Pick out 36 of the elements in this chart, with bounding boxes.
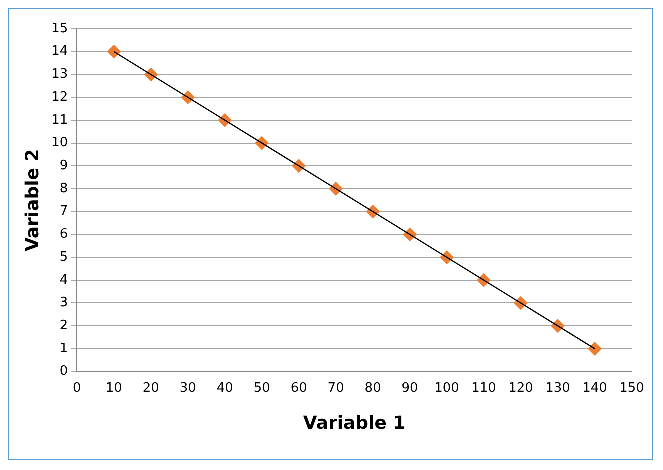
y-tick-label: 12: [52, 90, 68, 105]
y-tick-label: 5: [60, 250, 68, 265]
x-tick-label: 120: [508, 380, 534, 396]
x-tick-label: 0: [73, 380, 82, 396]
x-tick-label: 90: [402, 380, 418, 396]
x-axis-title: Variable 1: [303, 412, 406, 434]
point: [107, 44, 122, 59]
x-tick-label: 80: [364, 380, 382, 396]
y-tick-label: 9: [60, 158, 68, 174]
x-tick-label: 130: [546, 380, 570, 396]
x-tick-label: 50: [254, 380, 270, 396]
point: [588, 342, 602, 356]
y-tick-label: 3: [60, 296, 68, 311]
y-tick-label: 14: [52, 44, 68, 60]
y-tick-label: 1: [60, 341, 68, 356]
x-tick-label: 20: [142, 380, 160, 396]
x-tick-label: 30: [180, 380, 196, 396]
x-tick-label: 60: [290, 380, 308, 396]
x-tick-label: 110: [472, 380, 496, 396]
x-tick-label: 70: [328, 380, 344, 396]
y-tick-label: 13: [52, 67, 68, 82]
y-tick-label: 15: [52, 21, 68, 36]
y-tick-label: 4: [60, 272, 68, 288]
y-tick-label: 0: [60, 364, 68, 380]
x-tick-label: 140: [582, 380, 608, 396]
x-tick-label: 10: [106, 380, 122, 396]
x-tick-label: 40: [216, 380, 234, 396]
y-tick-label: 10: [52, 136, 68, 151]
y-tick-label: 2: [60, 318, 68, 334]
y-tick-label: 7: [60, 204, 68, 220]
y-tick-label: 6: [60, 227, 68, 242]
x-tick-label: 150: [620, 380, 644, 396]
x-tick-label: 100: [434, 380, 460, 396]
y-tick-label: 11: [52, 112, 68, 128]
y-axis-title: Variable 2: [22, 149, 44, 252]
y-tick-label: 8: [60, 181, 68, 196]
